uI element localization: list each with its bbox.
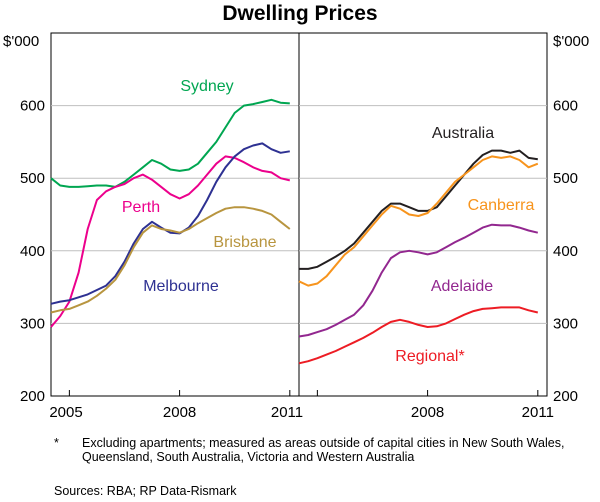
y-tick-label-right: 300: [553, 315, 578, 332]
series-line-australia: [299, 149, 538, 270]
y-tick-label-right: 600: [553, 98, 578, 115]
y-tick-label-right: 500: [553, 170, 578, 187]
series-label-adelaide: Adelaide: [431, 278, 493, 295]
series-label-canberra: Canberra: [468, 197, 535, 214]
right-panel: Australia Canberra Adelaide Regional*: [298, 32, 548, 397]
y-tick-label-left: 400: [20, 243, 45, 260]
series-line-perth: [50, 155, 291, 328]
y-axis-unit-right: $'000: [553, 33, 589, 50]
right-series-labels: Australia Canberra Adelaide Regional*: [395, 125, 534, 365]
series-line-regional: [298, 306, 539, 365]
series-line-brisbane: [50, 206, 291, 314]
series-label-sydney: Sydney: [180, 78, 233, 95]
right-series-lines: [298, 149, 539, 365]
left-panel-frame: [50, 32, 300, 397]
series-line-adelaide: [298, 223, 539, 338]
x-tick-label-left: 2008: [163, 404, 196, 421]
left-series-lines: [50, 98, 291, 328]
series-label-brisbane: Brisbane: [213, 234, 276, 251]
chart-title: Dwelling Prices: [222, 2, 377, 25]
series-label-melbourne: Melbourne: [143, 278, 219, 295]
footnote-mark: *: [54, 436, 59, 450]
right-panel-frame: [298, 32, 548, 397]
y-tick-label-left: 500: [20, 170, 45, 187]
y-tick-label-left: 600: [20, 98, 45, 115]
series-label-australia: Australia: [432, 125, 494, 142]
x-tick-label-left: 2005: [49, 404, 82, 421]
footnote-text: Excluding apartments; measured as areas …: [82, 436, 565, 464]
y-tick-label-left: 200: [20, 388, 45, 405]
left-gridlines: [51, 105, 299, 396]
axes-labels: $'000 $'000 200 200 300 300 400 400 500 500 600 600…: [3, 33, 589, 421]
y-tick-label-left: 300: [20, 315, 45, 332]
series-line-melbourne: [50, 142, 290, 305]
left-series-labels: Sydney Perth Melbourne Brisbane: [122, 78, 277, 295]
y-axis-unit-left: $'000: [3, 33, 39, 50]
x-tick-label-left: 2011: [271, 404, 303, 421]
y-tick-label-right: 200: [553, 388, 578, 405]
y-tick-label-right: 400: [553, 243, 578, 260]
series-line-sydney: [50, 98, 290, 188]
series-label-perth: Perth: [122, 199, 160, 216]
sources: Sources: RBA; RP Data-Rismark: [54, 484, 237, 498]
left-panel: Sydney Perth Melbourne Brisbane: [50, 32, 300, 397]
x-tick-label-right: 2008: [411, 404, 444, 421]
series-label-regional: Regional*: [395, 348, 464, 365]
series-line-canberra: [298, 155, 539, 287]
x-tick-label-right: 2011: [522, 404, 554, 421]
